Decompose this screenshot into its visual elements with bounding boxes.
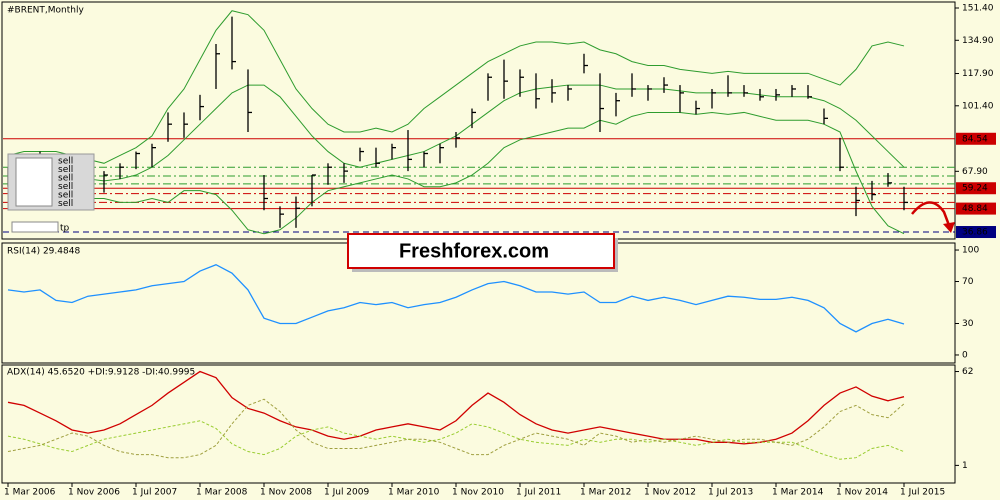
x-tick-label: 1 Nov 2006	[68, 488, 120, 498]
indicator-line	[7, 420, 905, 460]
x-tick-label: 1 Jul 2009	[324, 488, 369, 498]
x-tick-label: 1 Mar 2012	[580, 488, 631, 498]
indicator-line	[7, 370, 905, 445]
widget-footer-box	[11, 221, 59, 233]
widget-row: sell	[58, 157, 73, 167]
banner-box	[347, 233, 615, 269]
forecast-arrow	[911, 201, 952, 229]
y-tick-label: 1	[962, 461, 968, 471]
widget-row: sell	[58, 174, 73, 184]
panel-title: RSI(14) 29.4848	[7, 247, 80, 257]
x-tick-label: 1 Mar 2008	[196, 488, 248, 498]
level-tag-label: 59.24	[962, 184, 988, 194]
level-tag	[956, 132, 996, 145]
level-tag-label: 48.84	[962, 204, 988, 214]
y-tick-label: 0	[962, 350, 968, 360]
panel-title: #BRENT,Monthly	[7, 6, 84, 16]
y-tick-label: 101.40	[962, 101, 994, 111]
widget-row: sell	[58, 199, 73, 209]
level-tag	[956, 202, 996, 215]
x-tick-label: 1 Jul 2013	[708, 488, 753, 498]
forecast-arrowhead	[943, 222, 955, 233]
x-tick-label: 1 Nov 2014	[836, 488, 888, 498]
panel-title: ADX(14) 45.6520 +DI:9.9128 -DI:40.9995	[7, 368, 195, 378]
y-tick-label: 62	[962, 367, 973, 377]
widget-footer: tp	[60, 224, 70, 234]
y-tick-label: 151.40	[962, 4, 994, 14]
widget-row: sell	[58, 165, 73, 175]
adx-panel	[1, 364, 956, 484]
level-tag-label: 36.86	[962, 228, 988, 238]
y-tick-label: 67.90	[962, 167, 988, 177]
indicator-line	[7, 264, 905, 333]
x-tick-label: 1 Nov 2010	[452, 488, 504, 498]
x-tick-label: 1 Jul 2015	[900, 488, 945, 498]
y-tick-label: 100	[962, 246, 979, 256]
x-tick-label: 1 Jul 2011	[516, 488, 561, 498]
widget-row: sell	[58, 182, 73, 192]
x-tick-label: 1 Mar 2006	[4, 488, 56, 498]
x-tick-label: 1 Nov 2008	[260, 488, 312, 498]
widget-row: sell	[58, 191, 73, 201]
level-tag	[956, 226, 996, 239]
x-tick-label: 1 Nov 2012	[644, 488, 696, 498]
y-tick-label: 117.90	[962, 69, 994, 79]
y-tick-label: 134.90	[962, 36, 994, 46]
indicator-line	[7, 398, 905, 459]
banner-text: Freshforex.com	[399, 240, 549, 262]
bollinger-band	[8, 111, 905, 235]
bollinger-band	[7, 10, 905, 164]
y-tick-label: 70	[962, 277, 974, 287]
x-tick-label: 1 Mar 2010	[388, 488, 440, 498]
x-tick-label: 1 Mar 2014	[772, 488, 824, 498]
level-tag	[956, 182, 996, 195]
x-tick-label: 1 Jul 2007	[132, 488, 177, 498]
y-tick-label: 30	[962, 319, 974, 329]
level-tag-label: 84.54	[962, 134, 988, 144]
widget-box	[15, 157, 53, 207]
